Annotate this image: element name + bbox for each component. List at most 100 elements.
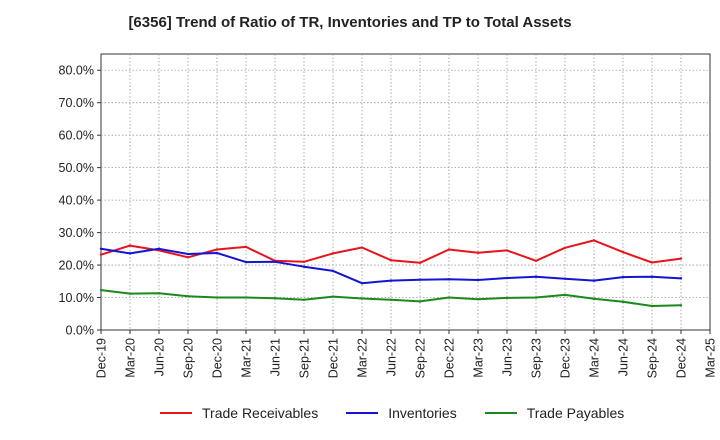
data-point-inventories [418,278,422,281]
y-tick-label: 60.0% [59,129,94,143]
data-point-inventories [244,260,248,264]
legend-label-inventories: Inventories [388,405,457,421]
x-tick-label: Sep-21 [298,338,312,378]
data-point-trade-payables [99,288,103,292]
data-point-trade-receivables [331,252,335,255]
x-tick-label: Mar-24 [588,338,602,378]
data-point-inventories [273,260,277,264]
x-tick-label: Dec-22 [443,338,457,378]
data-point-trade-payables [476,297,480,301]
data-point-inventories [447,278,451,281]
x-tick-label: Dec-20 [211,338,225,378]
y-tick-label: 20.0% [59,259,94,273]
x-tick-label: Dec-23 [559,338,573,378]
legend-label-trade-payables: Trade Payables [526,405,625,421]
x-tick-label: Mar-20 [124,338,138,378]
data-point-inventories [186,252,190,256]
data-point-trade-payables [621,300,625,303]
data-point-inventories [534,275,538,278]
data-point-inventories [621,275,625,279]
data-point-trade-receivables [679,257,683,260]
data-point-inventories [476,278,480,282]
data-point-trade-payables [389,298,393,302]
data-point-inventories [99,247,103,251]
legend-swatch-inventories [346,412,379,414]
data-point-inventories [679,277,683,280]
legend-item-trade-receivables: Trade Receivables [160,405,318,421]
data-point-trade-receivables [215,248,219,251]
legend: Trade Receivables Inventories Trade Paya… [160,405,624,421]
data-point-trade-payables [650,304,654,308]
data-point-trade-receivables [244,245,248,249]
data-point-trade-receivables [186,256,190,259]
data-point-inventories [505,276,509,280]
data-point-trade-payables [563,293,567,297]
data-point-trade-receivables [534,259,538,263]
y-tick-label: 30.0% [59,226,94,240]
data-point-trade-payables [244,296,248,299]
y-tick-label: 0.0% [66,324,95,338]
data-point-inventories [389,279,393,282]
data-point-trade-payables [447,296,451,299]
legend-swatch-trade-payables [484,412,517,414]
legend-swatch-trade-receivables [160,412,192,414]
x-tick-label: Sep-20 [182,338,196,378]
x-tick-label: Jun-24 [617,338,631,376]
y-tick-label: 70.0% [59,96,94,110]
y-tick-label: 10.0% [59,291,94,305]
data-point-trade-receivables [505,249,509,252]
data-point-trade-receivables [592,239,596,242]
data-point-trade-receivables [476,251,480,254]
x-tick-label: Jun-23 [501,338,515,376]
data-point-inventories [650,275,654,278]
data-point-trade-receivables [302,260,306,264]
x-tick-label: Jun-22 [385,338,399,376]
data-point-trade-payables [128,292,132,295]
data-point-trade-receivables [360,246,364,249]
y-tick-label: 80.0% [59,64,94,78]
data-point-trade-payables [360,297,364,300]
x-tick-label: Sep-22 [414,338,428,378]
data-point-trade-receivables [621,250,625,254]
data-point-trade-payables [592,297,596,301]
data-point-inventories [128,252,132,255]
data-point-inventories [592,279,596,282]
data-point-trade-payables [534,296,538,299]
plot-area [100,53,711,331]
data-point-trade-payables [186,295,190,298]
x-tick-label: Dec-21 [327,338,341,378]
x-tick-label: Mar-22 [356,338,370,378]
data-point-trade-receivables [447,248,451,251]
data-point-trade-payables [331,295,335,298]
y-tick-label: 50.0% [59,161,94,175]
legend-item-trade-payables: Trade Payables [484,405,625,421]
data-point-trade-payables [157,292,161,295]
data-point-trade-receivables [389,258,393,262]
x-tick-label: Mar-21 [240,338,254,378]
x-tick-label: Mar-25 [704,338,718,378]
data-point-trade-payables [302,298,306,302]
data-point-trade-receivables [128,244,132,247]
data-point-trade-receivables [563,246,567,250]
data-point-trade-receivables [650,261,654,264]
data-point-inventories [302,265,306,268]
y-tick-label: 40.0% [59,194,94,208]
data-point-inventories [157,247,161,251]
x-tick-label: Dec-19 [95,338,109,378]
x-tick-label: Jun-21 [269,338,283,376]
data-point-trade-receivables [99,253,103,256]
x-tick-label: Mar-23 [472,338,486,378]
data-point-inventories [215,251,219,255]
legend-item-inventories: Inventories [346,405,457,421]
x-tick-label: Sep-23 [530,338,544,378]
data-point-inventories [360,282,364,285]
x-tick-label: Dec-24 [675,338,689,378]
data-point-trade-receivables [418,261,422,264]
data-point-trade-payables [679,304,683,307]
data-point-inventories [331,269,335,273]
data-point-trade-payables [273,296,277,300]
x-tick-label: Sep-24 [646,338,660,378]
data-point-trade-payables [505,296,509,300]
line-chart: 0.0% 10.0% 20.0% 30.0% 40.0% 50.0% 60.0% 70.0% 8… [59,53,718,378]
x-tick-label: Jun-20 [153,338,167,376]
